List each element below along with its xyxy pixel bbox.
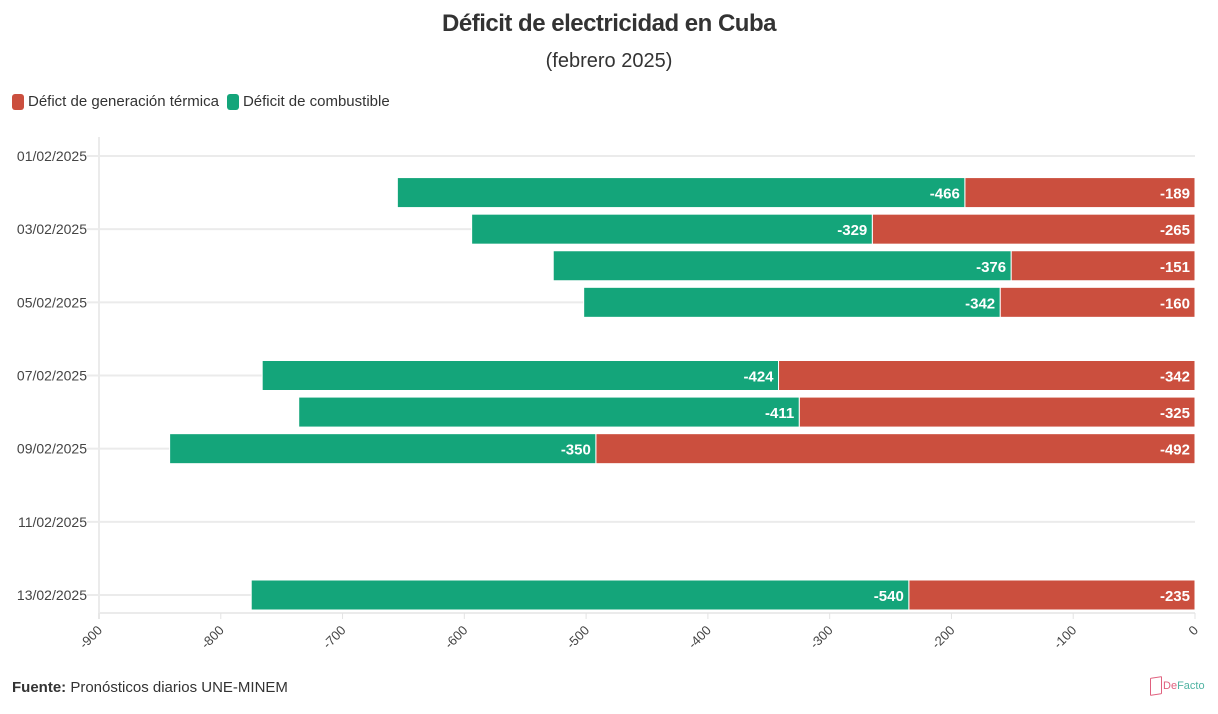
y-tick-label: 07/02/2025	[17, 368, 87, 384]
y-tick-label: 11/02/2025	[18, 514, 87, 530]
data-label: -492	[1160, 442, 1190, 459]
y-tick-label: 09/02/2025	[17, 441, 87, 457]
bar-combustible	[552, 250, 1012, 282]
logo-text-facto: Facto	[1177, 680, 1205, 692]
data-label: -265	[1160, 222, 1190, 239]
data-label: -350	[561, 442, 591, 459]
bar-generacion-termica	[999, 286, 1196, 318]
chart-subtitle: (febrero 2025)	[545, 50, 673, 72]
x-tick-label: -500	[563, 623, 592, 652]
data-label: -189	[1160, 186, 1190, 203]
data-label: -325	[1160, 405, 1190, 422]
legend-swatch-combustible	[226, 93, 239, 110]
x-tick-label: -400	[685, 623, 714, 652]
y-tick-label: 13/02/2025	[17, 587, 87, 603]
data-label: -151	[1160, 259, 1190, 276]
bar-generacion-termica	[908, 579, 1196, 611]
bar-generacion-termica	[595, 433, 1196, 465]
bar-combustible	[261, 360, 780, 391]
data-label: -329	[837, 222, 867, 239]
data-label: -342	[965, 295, 995, 312]
data-label: -540	[874, 588, 904, 605]
bar-combustible	[583, 286, 1001, 318]
bar-generacion-termica	[798, 396, 1196, 428]
data-label: -235	[1160, 588, 1190, 605]
x-tick-label: -800	[198, 623, 227, 652]
data-label: -342	[1160, 369, 1190, 386]
x-tick-label: -600	[441, 623, 470, 652]
legend-label-generacion-termica: Défict de generación térmica	[28, 93, 219, 110]
bar-generacion-termica	[778, 360, 1196, 391]
data-label: -376	[976, 259, 1006, 276]
legend-swatch-generacion-termica	[12, 93, 24, 110]
y-tick-label: 03/02/2025	[17, 221, 87, 237]
bar-generacion-termica	[871, 213, 1196, 245]
bar-combustible	[396, 177, 966, 209]
legend: Défict de generación térmica Déficit de …	[12, 93, 398, 110]
y-tick-label: 01/02/2025	[17, 148, 87, 164]
y-tick-label: 05/02/2025	[17, 294, 87, 310]
data-label: -411	[765, 405, 794, 422]
x-tick-label: -300	[807, 623, 836, 652]
x-tick-label: -900	[76, 623, 105, 652]
x-tick-label: -100	[1050, 623, 1079, 652]
legend-item-generacion-termica[interactable]: Défict de generación térmica	[12, 93, 219, 110]
defacto-logo: De Facto	[1150, 676, 1205, 696]
logo-text-de: De	[1163, 680, 1178, 692]
data-label: -424	[743, 369, 774, 386]
logo-icon	[1150, 676, 1162, 696]
data-label: -160	[1160, 295, 1190, 312]
chart-title: Déficit de electricidad en Cuba	[442, 10, 776, 37]
x-tick-label: -200	[929, 623, 958, 652]
bar-combustible	[169, 433, 597, 465]
legend-item-combustible[interactable]: Déficit de combustible	[226, 93, 390, 110]
bar-combustible	[250, 579, 910, 611]
source-text: Pronósticos diarios UNE-MINEM	[70, 679, 288, 696]
x-tick-label: 0	[1185, 623, 1201, 639]
source-label: Fuente:	[12, 679, 67, 696]
data-label: -466	[930, 186, 960, 203]
bar-combustible	[471, 213, 873, 245]
legend-label-combustible: Déficit de combustible	[242, 93, 390, 110]
bar-combustible	[298, 396, 800, 428]
x-tick-label: -700	[320, 623, 349, 652]
source-note: Fuente: Pronósticos diarios UNE-MINEM	[12, 679, 288, 696]
